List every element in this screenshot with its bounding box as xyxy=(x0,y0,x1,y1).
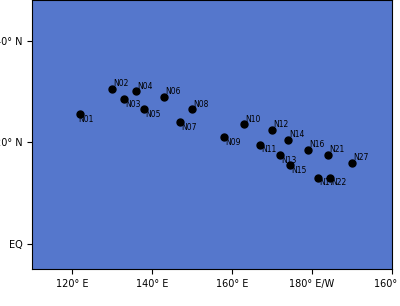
Text: N06: N06 xyxy=(165,87,181,96)
Text: N21: N21 xyxy=(329,145,344,155)
Text: N12: N12 xyxy=(273,120,288,129)
Text: N05: N05 xyxy=(145,110,161,119)
Text: N11: N11 xyxy=(261,145,276,155)
Text: N15: N15 xyxy=(291,166,306,175)
Text: N02: N02 xyxy=(113,79,128,88)
Text: N22: N22 xyxy=(331,178,346,188)
Text: N07: N07 xyxy=(181,123,197,132)
Text: N04: N04 xyxy=(137,82,153,91)
Text: N13: N13 xyxy=(281,155,296,165)
Text: N09: N09 xyxy=(225,138,241,147)
Text: N14: N14 xyxy=(289,130,304,139)
Text: N17: N17 xyxy=(319,178,334,188)
Text: N16: N16 xyxy=(309,140,324,149)
Text: N10: N10 xyxy=(245,115,260,124)
Text: N08: N08 xyxy=(193,100,208,109)
Text: N03: N03 xyxy=(125,100,141,109)
Text: N27: N27 xyxy=(353,153,368,162)
Text: N01: N01 xyxy=(78,115,93,124)
